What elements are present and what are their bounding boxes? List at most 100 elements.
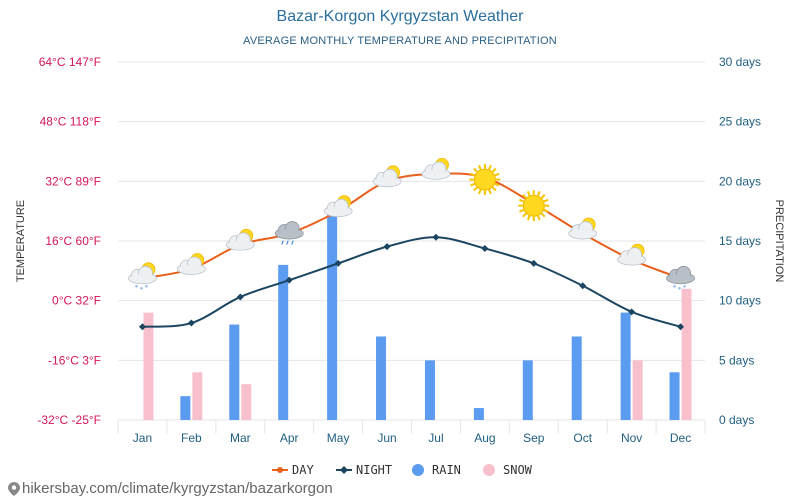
- legend: DAY NIGHT RAIN SNOW: [272, 463, 533, 477]
- x-tick-label: Oct: [573, 431, 592, 445]
- cloud-fill: [276, 229, 302, 238]
- rain-bar: [473, 408, 484, 420]
- snow-bar: [681, 288, 692, 420]
- rain-drop: [291, 240, 294, 245]
- left-tick-label: 48°C 118°F: [40, 115, 101, 129]
- right-tick-label: 10 days: [719, 294, 761, 308]
- weather-icons: [128, 157, 695, 290]
- sun-disc: [522, 194, 545, 217]
- legend-label: SNOW: [503, 463, 533, 477]
- legend-swatch: [412, 464, 424, 476]
- cloud-shape: [372, 168, 402, 188]
- cloud-shape: [617, 247, 647, 266]
- sun-ray: [540, 194, 546, 199]
- cloud-shape: [128, 265, 157, 285]
- snow-bar: [143, 312, 154, 420]
- left-tick-label: 32°C 89°F: [45, 174, 101, 188]
- right-tick-label: 5 days: [719, 353, 754, 367]
- location-pin-icon: [8, 481, 20, 496]
- precipitation-bars: [143, 211, 692, 420]
- sun-ray: [526, 191, 531, 196]
- left-tick-label: -32°C -25°F: [37, 413, 101, 427]
- sun-ray: [522, 194, 527, 199]
- x-tick-label: Jun: [377, 431, 396, 445]
- cloud-shape: [568, 221, 598, 240]
- sun-ray: [488, 164, 492, 170]
- sun-ray: [526, 215, 531, 221]
- rain-drop: [286, 240, 289, 245]
- sun-ray: [491, 186, 497, 192]
- x-tick-label: May: [327, 431, 350, 445]
- night-point: [432, 233, 440, 241]
- sun-ray: [519, 198, 525, 203]
- legend-item-day: DAY: [272, 463, 314, 477]
- night-point: [383, 243, 391, 251]
- night-point: [138, 323, 146, 331]
- axes: -32°C -25°F 0 days -16°C 3°F 5 days 0°C 32°F…: [15, 55, 785, 445]
- grid-lines: [117, 61, 706, 434]
- sun-disc: [473, 168, 496, 191]
- left-tick-label: 64°C 147°F: [39, 55, 101, 69]
- right-tick-label: 15 days: [719, 234, 761, 248]
- legend-label: RAIN: [432, 463, 461, 477]
- snow-bar: [192, 372, 203, 420]
- rain-cloud-icon: [274, 221, 304, 245]
- legend-swatch: [483, 464, 495, 476]
- partly-cloudy-icon: [568, 217, 598, 240]
- sun-ray: [494, 182, 500, 187]
- x-tick-label: Jan: [133, 431, 152, 445]
- right-tick-label: 0 days: [719, 413, 754, 427]
- partly-cloudy-icon: [617, 243, 647, 266]
- chart-subtitle: AVERAGE MONTHLY TEMPERATURE AND PRECIPIT…: [243, 35, 557, 47]
- light-snow-icon: [128, 262, 157, 290]
- night-point: [579, 282, 587, 290]
- sun-ray: [488, 189, 492, 195]
- x-tick-label: Nov: [621, 431, 642, 445]
- x-tick-label: Dec: [670, 431, 691, 445]
- left-tick-label: -16°C 3°F: [48, 353, 101, 367]
- sun-icon: [518, 190, 550, 222]
- footer-url[interactable]: hikersbay.com/climate/kyrgyzstan/bazarko…: [22, 480, 333, 497]
- sun-ray: [470, 172, 476, 177]
- partly-cloudy-icon: [421, 157, 451, 180]
- rain-bar: [327, 211, 338, 420]
- night-point: [530, 259, 538, 267]
- right-tick-label: 20 days: [719, 174, 761, 188]
- rain-bar: [278, 264, 289, 420]
- sun-ray: [540, 212, 546, 218]
- night-point: [285, 276, 293, 284]
- x-tick-label: Feb: [181, 431, 202, 445]
- night-line: [142, 236, 681, 328]
- snow-flake: [673, 285, 676, 288]
- rain-bar: [571, 336, 582, 420]
- night-point: [236, 293, 244, 301]
- legend-swatch-marker: [340, 466, 348, 474]
- snow-bar: [241, 384, 252, 420]
- rain-bar: [180, 396, 191, 420]
- cloud-fill: [227, 240, 253, 249]
- sun-ray: [522, 212, 527, 218]
- sun-ray: [543, 208, 549, 213]
- cloud-fill: [374, 177, 400, 186]
- cloud-fill: [129, 274, 155, 283]
- sun-ray: [543, 198, 549, 203]
- cloud-shape: [274, 221, 304, 240]
- sun-ray: [478, 189, 482, 195]
- cloud-shape: [176, 256, 206, 275]
- footer-source[interactable]: hikersbay.com/climate/kyrgyzstan/bazarko…: [8, 480, 333, 497]
- sun-ray: [537, 215, 541, 221]
- cloud-shape: [323, 198, 353, 218]
- cloud-shape: [225, 232, 255, 251]
- sun-ray: [473, 167, 478, 173]
- sun-ray: [478, 164, 482, 170]
- night-point: [481, 244, 489, 252]
- cloud-shape: [421, 161, 451, 180]
- snow-cloud-icon: [666, 265, 695, 290]
- rain-bar: [424, 360, 435, 420]
- temperature-lines: [138, 171, 685, 331]
- x-tick-label: Apr: [280, 431, 299, 445]
- x-tick-label: Sep: [523, 431, 545, 445]
- sun-ray: [519, 208, 525, 213]
- cloud-fill: [325, 206, 351, 216]
